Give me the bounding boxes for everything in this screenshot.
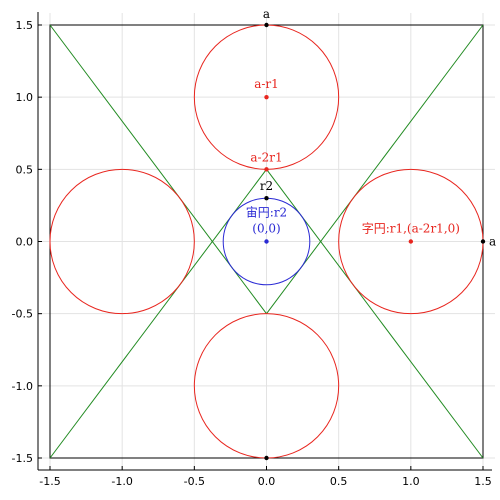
label-r2: r2 — [260, 179, 273, 193]
point-a-2r1 — [264, 167, 269, 172]
x-tick-label-2: -0.5 — [184, 475, 205, 488]
point-origin — [264, 239, 269, 244]
x-tick-label-6: 1.5 — [474, 475, 492, 488]
label-origin: (0,0) — [252, 222, 280, 236]
axis-layer: -1.5 -1.0 -0.5 0.0 0.5 1.0 1.5 -1.5 -1.0 -0.5 0.0 0… — [12, 12, 492, 488]
y-tick-label-5: 1.0 — [16, 91, 34, 104]
label-layer: a a-r1 a-2r1 r2 宙円:r2 (0,0) 字円:r1,(a-2r1,0) a — [246, 7, 496, 249]
label-right-circle: 字円:r1,(a-2r1,0) — [362, 221, 460, 236]
x-tick-label-1: -1.0 — [111, 475, 132, 488]
label-center-circle: 宙円:r2 — [246, 205, 287, 220]
point-right-center — [408, 239, 414, 244]
x-tick-label-4: 0.5 — [330, 475, 348, 488]
y-tick-label-2: -0.5 — [12, 308, 33, 321]
point-a-right — [480, 239, 486, 244]
label-a-r1: a-r1 — [254, 77, 279, 91]
label-a-right: a — [489, 235, 496, 249]
label-a-2r1: a-2r1 — [250, 150, 282, 164]
y-tick-label-3: 0.0 — [16, 236, 34, 249]
x-tick-label-0: -1.5 — [39, 475, 60, 488]
y-tick-label-6: 1.5 — [16, 19, 34, 32]
y-tick-label-1: -1.0 — [12, 380, 33, 393]
y-tick-label-4: 0.5 — [16, 163, 34, 176]
point-bottom-mid — [264, 455, 269, 461]
point-layer — [264, 22, 486, 461]
x-tick-label-3: 0.0 — [258, 475, 276, 488]
x-tick-label-5: 1.0 — [402, 475, 420, 488]
y-tick-label-0: -1.5 — [12, 452, 33, 465]
point-r2 — [264, 196, 269, 201]
label-a-top: a — [263, 7, 270, 21]
circle-left — [49, 168, 195, 315]
point-a-r1 — [264, 94, 269, 100]
point-a-top — [264, 22, 269, 28]
